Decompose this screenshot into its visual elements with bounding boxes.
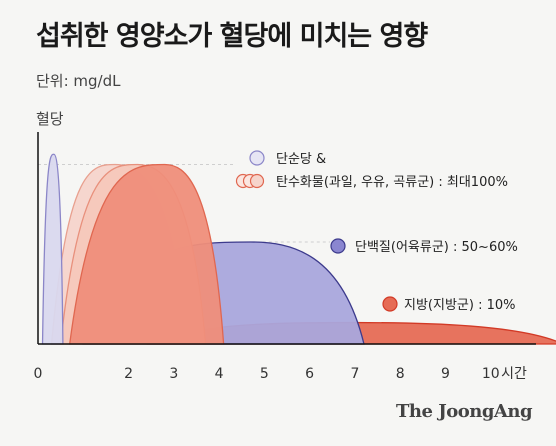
x-tick-label: 5 [260,366,269,382]
legend-swatch [382,296,398,312]
x-tick-label: 4 [215,366,224,382]
x-tick-label: 7 [350,366,359,382]
x-axis-label: 시간 [501,366,527,382]
x-tick-label: 10 [482,366,500,382]
y-axis-label: 혈당 [36,110,64,128]
unit-label: 단위: mg/dL [36,72,121,90]
legend-swatch [249,173,265,189]
x-tick-label: 6 [305,366,314,382]
chart-title: 섭취한 영양소가 혈당에 미치는 영향 [36,21,428,52]
x-tick-label: 9 [441,366,450,382]
axis-layer: 0 2 3 4 5 6 7 8 9 10 시간 [34,132,536,382]
x-tick-label: 0 [34,366,43,382]
curve-layer [38,153,556,345]
x-tick-label: 8 [396,366,405,382]
legend-label: 단백질(어육류군) : 50~60% [355,240,518,255]
legend-swatch [249,150,265,166]
legend-swatch [330,238,346,254]
series-curve-3 [68,163,225,345]
x-tick-label: 2 [124,366,133,382]
legend-label: 단순당 & [276,152,326,167]
legend-label: 지방(지방군) : 10% [404,298,515,313]
source-logo: The JoongAng [396,401,533,422]
legend-label: 탄수화물(과일, 우유, 곡류군) : 최대100% [276,175,508,190]
series-curve-0 [41,153,64,345]
legend: 단순당 & 탄수화물(과일, 우유, 곡류군) : 최대100% 단백질(어육류군)… [235,150,518,313]
x-tick-label: 3 [169,366,178,382]
